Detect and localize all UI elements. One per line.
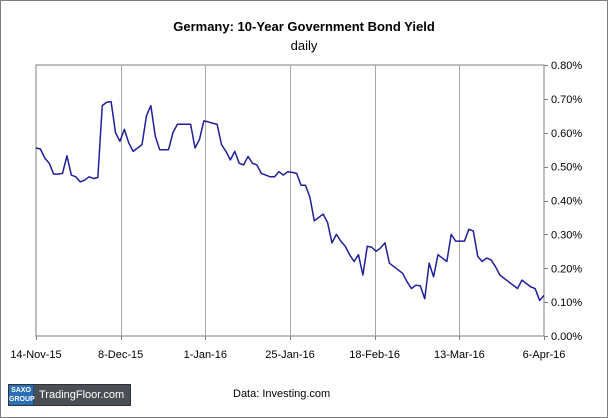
y-tick-label: 0.10% [551, 297, 582, 309]
axes [36, 65, 548, 340]
series-line [35, 100, 545, 302]
y-tick-label: 0.20% [551, 263, 582, 275]
x-tick-label: 14-Nov-15 [10, 349, 61, 361]
brand-name: TradingFloor.com [39, 389, 125, 401]
x-tick-label: 6-Apr-16 [523, 349, 566, 361]
x-tick-label: 13-Mar-16 [434, 349, 485, 361]
series-layer [35, 100, 545, 302]
chart-subtitle: daily [290, 38, 318, 53]
y-tick-label: 0.40% [551, 196, 582, 208]
x-tick-label: 8-Dec-15 [98, 349, 143, 361]
grid-lines [121, 65, 460, 336]
y-tick-label: 0.50% [551, 162, 582, 174]
chart-title: Germany: 10-Year Government Bond Yield [173, 19, 435, 34]
y-tick-label: 0.70% [551, 94, 582, 106]
x-tick-label: 25-Jan-16 [265, 349, 315, 361]
y-tick-label: 0.00% [551, 331, 582, 343]
y-tick-label: 0.30% [551, 229, 582, 241]
x-tick-label: 1-Jan-16 [184, 349, 227, 361]
x-tick-labels: 14-Nov-15 8-Dec-15 1-Jan-16 25-Jan-16 18-Feb… [10, 349, 565, 361]
y-tick-label: 0.80% [551, 60, 582, 72]
brand-logo: SAXO GROUP TradingFloor.com [8, 384, 132, 406]
data-source: Data: Investing.com [233, 388, 331, 400]
x-tick-label: 18-Feb-16 [349, 349, 400, 361]
y-tick-labels: 0.00% 0.10% 0.20% 0.30% 0.40% 0.50% 0.60% 0.70%… [551, 60, 582, 343]
saxo-logo-icon: SAXO GROUP [9, 385, 35, 405]
y-tick-label: 0.60% [551, 128, 582, 140]
